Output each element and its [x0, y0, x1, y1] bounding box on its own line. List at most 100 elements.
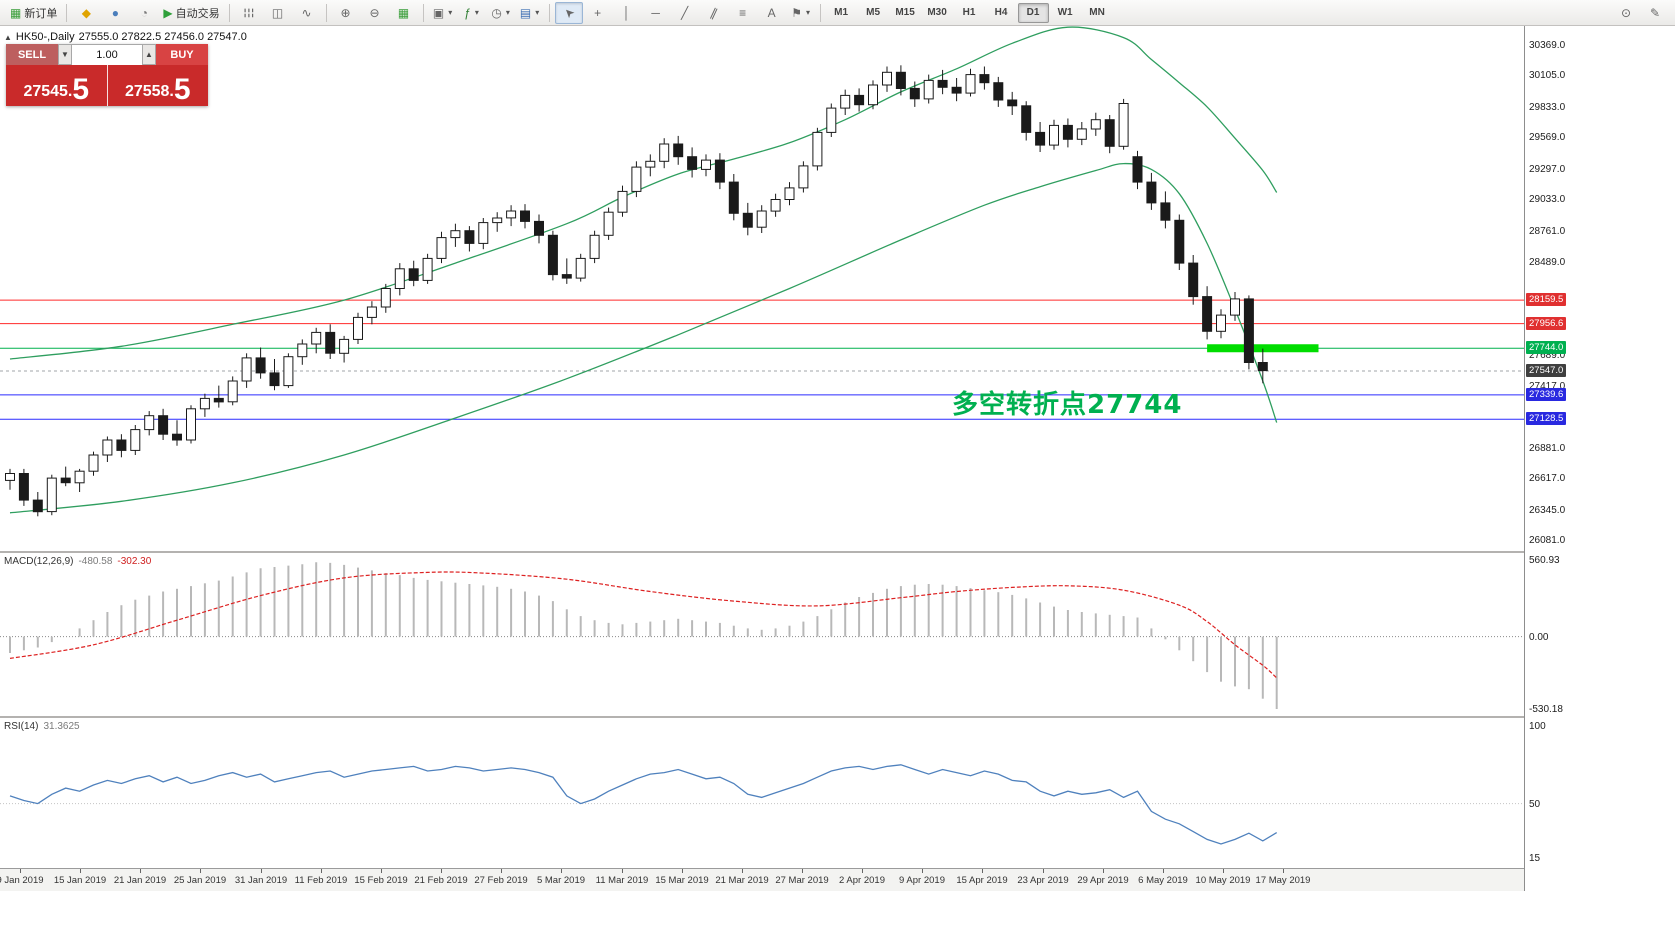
quick-edit-button[interactable]: ✎ [1641, 2, 1669, 24]
fibonacci-icon: ≡ [739, 5, 747, 20]
text-tool-button[interactable]: A [758, 2, 786, 24]
crosshair-tool-button[interactable]: + [584, 2, 612, 24]
toolbar: ▦ 新订单 ◆ ● ◔ ▶ 自动交易 ☷ ◫ ∿ ⊕ ⊖ ▦ ▣ ▾ ƒ ▾ ◷ ▾ ▤ ▾ ➤ + │ ─ ╱ ∥ ≡ A ⚑ ▾ M1 M5… [0, 0, 1675, 26]
charts-button[interactable]: ◆ [72, 2, 100, 24]
macd-pane[interactable]: MACD(12,26,9) -480.58 -302.30 [0, 553, 1524, 716]
time-axis-label: 9 Jan 2019 [0, 875, 44, 886]
price-axis-tick: 30369.0 [1529, 40, 1566, 51]
toolbar-separator [228, 3, 230, 22]
autotrading-play-icon: ▶ [163, 5, 173, 20]
timeframe-w1[interactable]: W1 [1057, 7, 1073, 18]
trendline-tool-button[interactable]: ╱ [671, 2, 699, 24]
panel-divider[interactable] [0, 551, 1572, 553]
dropdown-caret-icon: ▾ [448, 8, 453, 17]
sell-price-display[interactable]: 27545. 5 [6, 65, 107, 106]
indicators-icon: ƒ [464, 5, 471, 20]
time-axis-tick [441, 869, 442, 873]
toolbar-group: ⊕ ⊖ ▦ [330, 2, 420, 24]
price-axis[interactable]: 30369.0 30105.0 29833.0 29569.0 29297.0 29033… [1524, 26, 1572, 891]
time-axis[interactable]: 9 Jan 2019 15 Jan 2019 21 Jan 2019 25 Jan 2… [0, 868, 1572, 891]
arrows-tool-button[interactable]: ⚑ ▾ [787, 2, 815, 24]
timeframe-m5[interactable]: M5 [866, 7, 881, 18]
macd-label: MACD(12,26,9) -480.58 -302.30 [4, 556, 151, 567]
time-axis-label: 27 Mar 2019 [775, 875, 829, 886]
zoom-in-button[interactable]: ⊕ [332, 2, 360, 24]
buy-price-frac: 5 [173, 72, 191, 106]
price-axis-tick: 27417.0 [1529, 381, 1566, 392]
timeframe-m1[interactable]: M1 [834, 7, 849, 18]
profiles-button[interactable]: ● [101, 2, 129, 24]
ohlc-bars-icon: ☷ [241, 7, 256, 18]
indicators-button[interactable]: ƒ ▾ [458, 2, 486, 24]
macd-axis-tick: -530.18 [1529, 704, 1563, 715]
new-order-icon: ▦ [10, 5, 22, 20]
new-order-button[interactable]: ▦ 新订单 [6, 2, 61, 24]
time-axis-tick [561, 869, 562, 873]
search-button[interactable]: ⊙ [1612, 2, 1640, 24]
time-axis-tick [1283, 869, 1284, 873]
macd-canvas[interactable] [0, 553, 1524, 716]
vertical-line-icon: │ [622, 5, 631, 20]
cursor-tool-button[interactable]: ➤ [554, 1, 583, 24]
toolbar-group: ◆ ● ◔ ▶ 自动交易 [70, 2, 225, 24]
periods-button[interactable]: ◷ ▾ [487, 2, 515, 24]
price-axis-tick: 29833.0 [1529, 102, 1566, 113]
arrange-windows-button[interactable]: ▣ ▾ [429, 2, 457, 24]
timeframe-mn[interactable]: MN [1089, 7, 1105, 18]
volume-decrease-button[interactable]: ▼ [58, 44, 72, 65]
time-axis-tick [1163, 869, 1164, 873]
zoom-out-button[interactable]: ⊖ [361, 2, 389, 24]
sound-alert-button[interactable]: ◔ [130, 2, 158, 24]
time-axis-label: 21 Mar 2019 [715, 875, 769, 886]
dropdown-caret-icon: ▾ [805, 8, 810, 17]
sell-price-int: 27545. [23, 83, 73, 100]
time-axis-tick [140, 869, 141, 873]
trendline-icon: ╱ [680, 5, 689, 20]
timeframe-h4[interactable]: H4 [994, 7, 1008, 18]
toolbar-separator [325, 3, 327, 22]
rsi-canvas[interactable] [0, 718, 1524, 866]
line-chart-icon: ∿ [301, 5, 312, 20]
timeframe-h1[interactable]: H1 [962, 7, 976, 18]
rsi-pane[interactable]: RSI(14) 31.3625 [0, 718, 1524, 866]
price-axis-tick: 29569.0 [1529, 132, 1566, 143]
volume-input[interactable] [72, 45, 142, 65]
arrange-windows-icon: ▣ [432, 5, 445, 20]
buy-button[interactable]: BUY [156, 44, 208, 65]
candles-chart-button[interactable]: ◫ [264, 2, 292, 24]
rsi-axis-tick: 50 [1529, 799, 1541, 810]
panel-divider[interactable] [0, 716, 1572, 718]
tile-windows-button[interactable]: ▦ [390, 2, 418, 24]
templates-button[interactable]: ▤ ▾ [516, 2, 544, 24]
bars-chart-button[interactable]: ☷ [235, 2, 263, 24]
price-level-badge: 27128.5 [1526, 412, 1567, 425]
autotrading-button[interactable]: ▶ 自动交易 [159, 2, 223, 24]
candlestick-icon: ◫ [271, 5, 284, 20]
line-chart-button[interactable]: ∿ [293, 2, 321, 24]
rsi-label: RSI(14) 31.3625 [4, 721, 80, 732]
channel-tool-button[interactable]: ∥ [700, 2, 728, 24]
chart-text-annotation[interactable]: 多空转折点27744 [952, 390, 1183, 420]
time-axis-label: 6 May 2019 [1138, 875, 1188, 886]
macd-signal-value: -302.30 [117, 556, 152, 567]
tile-windows-icon: ▦ [397, 5, 410, 20]
main-chart-pane[interactable]: ▲ HK50-,Daily 27555.0 27822.5 27456.0 27… [0, 26, 1524, 551]
timeframe-d1[interactable]: D1 [1017, 2, 1049, 23]
timeframe-m30[interactable]: M30 [927, 7, 947, 18]
horizontal-line-tool-button[interactable]: ─ [642, 2, 670, 24]
timeframe-m15[interactable]: M15 [895, 7, 915, 18]
buy-price-display[interactable]: 27558. 5 [108, 65, 209, 106]
main-chart-canvas[interactable] [0, 26, 1524, 551]
sell-button[interactable]: SELL [6, 44, 58, 65]
macd-value: -480.58 [78, 556, 113, 567]
fibonacci-tool-button[interactable]: ≡ [729, 2, 757, 24]
time-axis-label: 27 Feb 2019 [474, 875, 528, 886]
time-axis-label: 10 May 2019 [1195, 875, 1251, 886]
text-icon: A [767, 5, 776, 20]
volume-increase-button[interactable]: ▲ [142, 44, 156, 65]
vertical-line-tool-button[interactable]: │ [613, 2, 641, 24]
time-axis-label: 29 Apr 2019 [1077, 875, 1129, 886]
sell-price-frac: 5 [72, 72, 90, 106]
rsi-value: 31.3625 [43, 721, 80, 732]
one-click-toggle-icon[interactable]: ▲ [4, 32, 12, 42]
